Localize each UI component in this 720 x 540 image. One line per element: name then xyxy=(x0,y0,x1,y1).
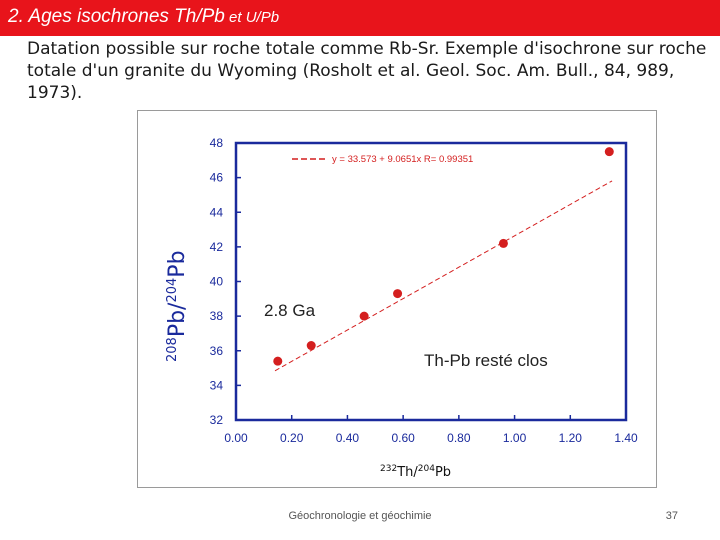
body-paragraph: Datation possible sur roche totale comme… xyxy=(27,39,707,103)
x-tick-label: 0.80 xyxy=(447,431,471,445)
y-label-sup2: 204 xyxy=(165,278,180,303)
data-point xyxy=(306,341,316,351)
footer-text: Géochronologie et géochimie xyxy=(288,510,432,522)
y-tick-label: 32 xyxy=(210,413,224,427)
page-number: 37 xyxy=(665,510,678,522)
y-label-base2: Pb xyxy=(165,250,190,277)
data-point xyxy=(498,238,508,248)
y-tick-label: 38 xyxy=(210,309,224,323)
plot-area xyxy=(234,141,628,422)
data-point xyxy=(359,311,369,321)
x-axis-label: 232Th/204Pb xyxy=(380,464,451,480)
slide-title: 2. Ages isochrones Th/Pb et U/Pb xyxy=(8,6,279,28)
x-label-sup2: 204 xyxy=(418,464,435,474)
y-tick-label: 36 xyxy=(210,344,224,358)
x-tick-label: 1.40 xyxy=(614,431,638,445)
slide-title-main: 2. Ages isochrones Th/Pb xyxy=(8,6,225,27)
x-tick-label: 0.00 xyxy=(224,431,248,445)
fit-line xyxy=(274,180,613,372)
x-label-base2: Pb xyxy=(435,465,451,480)
x-label-base1: Th/ xyxy=(396,465,418,480)
x-tick-label: 0.20 xyxy=(280,431,304,445)
legend-text: y = 33.573 + 9.0651x R= 0.99351 xyxy=(332,154,473,165)
y-tick-label: 34 xyxy=(210,378,224,392)
title-bar: 2. Ages isochrones Th/Pb et U/Pb xyxy=(0,0,720,36)
x-tick-label: 1.20 xyxy=(559,431,583,445)
data-point xyxy=(393,289,403,299)
annotation-age: 2.8 Ga xyxy=(264,301,316,320)
y-label-base1: Pb/ xyxy=(165,302,190,337)
y-tick-label: 44 xyxy=(210,205,224,219)
y-tick-label: 48 xyxy=(210,136,224,150)
y-tick-label: 40 xyxy=(210,275,224,289)
slide-title-suffix: et U/Pb xyxy=(224,9,280,26)
x-tick-label: 0.60 xyxy=(391,431,415,445)
data-point xyxy=(604,147,614,157)
y-tick-label: 46 xyxy=(210,171,224,185)
y-tick-label: 42 xyxy=(210,240,224,254)
x-tick-label: 0.40 xyxy=(336,431,360,445)
y-label-sup1: 208 xyxy=(165,337,180,362)
annotation-closed: Th-Pb resté clos xyxy=(424,351,548,370)
data-point xyxy=(273,356,283,366)
figure-frame xyxy=(137,110,657,488)
y-axis-label: 208Pb/204Pb xyxy=(165,250,190,362)
x-label-sup1: 232 xyxy=(380,464,397,474)
x-tick-label: 1.00 xyxy=(503,431,527,445)
